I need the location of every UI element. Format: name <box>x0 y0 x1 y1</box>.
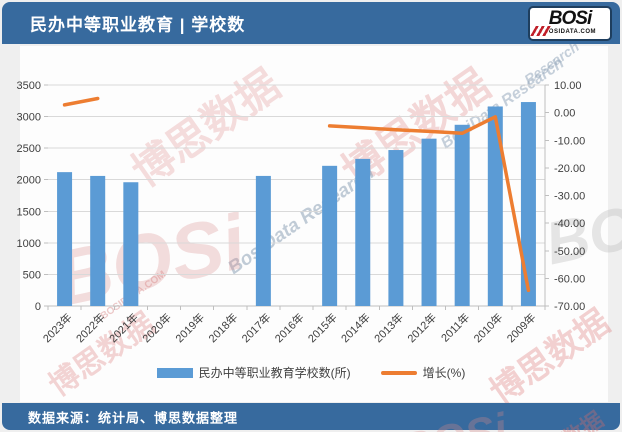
left-axis-label: 3000 <box>17 112 41 124</box>
x-category-label: 2012年 <box>404 310 439 345</box>
x-category-label: 2014年 <box>338 310 373 345</box>
growth-line <box>62 96 100 107</box>
line-swatch-icon <box>380 370 417 375</box>
x-category-label: 2023年 <box>40 310 75 345</box>
bar-2013年 <box>388 150 404 306</box>
x-category-label: 2010年 <box>470 310 505 345</box>
bosi-logo-domain: BOSIDATA.COM <box>543 29 597 35</box>
footer-bar: 数据来源：统计局、博思数据整理 <box>2 403 620 430</box>
bar-2021年 <box>123 182 139 306</box>
left-axis-label: 500 <box>23 269 41 281</box>
x-category-label: 2022年 <box>73 310 108 345</box>
x-category-label: 2011年 <box>438 310 472 344</box>
legend-item-growth: 增长(%) <box>380 364 466 381</box>
right-axis-label: -50.00 <box>554 246 585 258</box>
legend-item-schools: 民办中等职业教育学校数(所) <box>156 364 351 381</box>
x-category-label: 2015年 <box>305 310 340 345</box>
x-category-label: 2009年 <box>504 310 539 345</box>
x-category-label: 2021年 <box>106 310 141 345</box>
left-axis-label: 2000 <box>17 175 41 187</box>
page-title: 民办中等职业教育 | 学校数 <box>30 15 246 35</box>
x-category-label: 2017年 <box>238 310 273 345</box>
x-category-label: 2016年 <box>272 310 307 345</box>
right-axis-label: -60.00 <box>554 273 585 285</box>
x-category-label: 2020年 <box>139 310 174 345</box>
left-axis-label: 2500 <box>17 143 41 155</box>
bar-2009年 <box>520 102 536 306</box>
right-axis-label: -40.00 <box>554 218 585 230</box>
left-axis-label: 0 <box>35 301 41 313</box>
bar-2014年 <box>355 158 371 306</box>
chart-background <box>20 46 608 402</box>
x-category-label: 2019年 <box>172 310 207 345</box>
header-bar: 民办中等职业教育 | 学校数 BOSi BOSIDATA.COM <box>2 2 620 44</box>
bar-2010年 <box>487 106 503 307</box>
bar-2017年 <box>255 175 271 306</box>
right-axis-label: -10.00 <box>554 135 585 147</box>
growth-line <box>327 115 531 293</box>
bar-2012年 <box>421 138 437 306</box>
bar-swatch-icon <box>156 367 193 378</box>
right-axis-label: -70.00 <box>554 301 585 313</box>
legend-label-schools: 民办中等职业教育学校数(所) <box>198 366 351 380</box>
data-source-text: 数据来源：统计局、博思数据整理 <box>28 410 239 425</box>
right-axis-label: -20.00 <box>554 163 585 175</box>
chart-legend: 民办中等职业教育学校数(所) 增长(%) <box>0 364 622 381</box>
bar-2011年 <box>454 124 470 306</box>
left-axis-label: 1500 <box>17 206 41 218</box>
left-axis-label: 1000 <box>17 238 41 250</box>
bar-2022年 <box>90 175 106 306</box>
left-axis-label: 3500 <box>17 80 41 92</box>
right-axis-label: 10.00 <box>554 80 582 92</box>
x-category-label: 2013年 <box>371 310 406 345</box>
bar-2015年 <box>322 165 338 306</box>
right-axis-label: 0.00 <box>554 108 575 120</box>
x-category-label: 2018年 <box>205 310 240 345</box>
bosi-logo: BOSi BOSIDATA.COM <box>528 6 612 41</box>
bosi-logo-text: BOSi <box>548 8 592 29</box>
bar-2023年 <box>57 172 73 306</box>
right-axis-label: -30.00 <box>554 191 585 203</box>
legend-label-growth: 增长(%) <box>422 366 466 380</box>
